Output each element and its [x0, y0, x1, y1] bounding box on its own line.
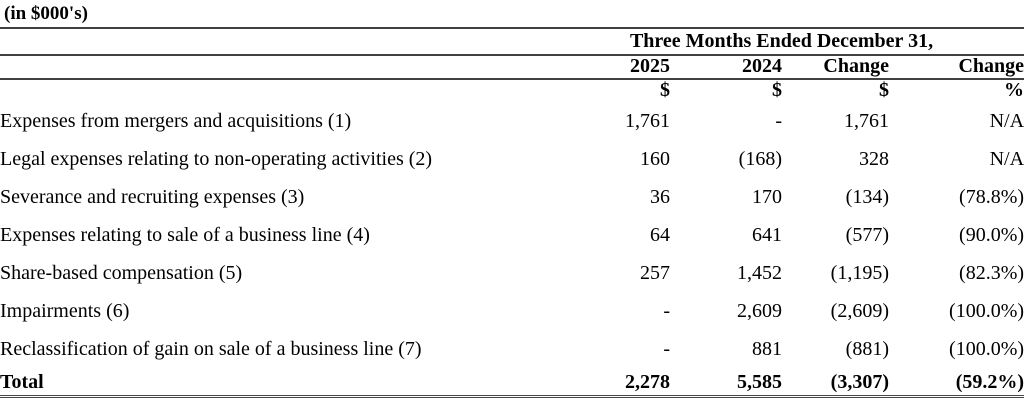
- row-label: Expenses from mergers and acquisitions (…: [0, 110, 352, 132]
- unit-dollar-change: $: [879, 79, 889, 101]
- value-2024: 170: [752, 186, 782, 208]
- value-2025: 1,761: [625, 110, 670, 132]
- span-header-spacer: [0, 29, 575, 56]
- value-2025: 64: [650, 224, 670, 246]
- period-header: Three Months Ended December 31,: [575, 29, 1024, 56]
- column-header-spacer: [0, 55, 575, 80]
- column-header-2025: 2025: [575, 55, 670, 80]
- table-row: Legal expenses relating to non-operating…: [0, 139, 1024, 177]
- value-2025: 36: [650, 186, 670, 208]
- value-change: 1,761: [844, 110, 889, 132]
- column-header-change: Change: [782, 55, 889, 80]
- value-2024: 1,452: [737, 262, 782, 284]
- value-change-pct: (100.0%): [949, 338, 1024, 360]
- table-row: Expenses relating to sale of a business …: [0, 215, 1024, 253]
- value-change: (2,609): [830, 300, 889, 322]
- table-row: Expenses from mergers and acquisitions (…: [0, 101, 1024, 139]
- value-2024: (168): [738, 148, 782, 170]
- unit-dollar-2025: $: [660, 79, 670, 101]
- total-change: (3,307): [782, 367, 889, 398]
- value-change-pct: (90.0%): [959, 224, 1024, 246]
- row-label: Severance and recruiting expenses (3): [0, 186, 305, 208]
- row-label: Legal expenses relating to non-operating…: [0, 148, 433, 170]
- value-change: (577): [845, 224, 889, 246]
- value-change: (881): [845, 338, 889, 360]
- column-header-row: 2025 2024 Change Change: [0, 55, 1024, 80]
- row-label: Share-based compensation (5): [0, 262, 243, 284]
- value-change-pct: (82.3%): [959, 262, 1024, 284]
- unit-percent-change: %: [1004, 79, 1024, 101]
- unit-row: $ $ $ %: [0, 79, 1024, 101]
- expenses-table: Three Months Ended December 31, 2025 202…: [0, 29, 1024, 398]
- value-2024: 641: [752, 224, 782, 246]
- unit-spacer: [0, 79, 575, 101]
- value-change-pct: N/A: [989, 148, 1024, 170]
- row-label: Impairments (6): [0, 300, 130, 322]
- value-2025: 257: [640, 262, 670, 284]
- value-2024: 2,609: [737, 300, 782, 322]
- value-change: (1,195): [830, 262, 889, 284]
- total-2024: 5,585: [670, 367, 782, 398]
- value-change-pct: (78.8%): [959, 186, 1024, 208]
- value-change: 328: [859, 148, 889, 170]
- unit-dollar-2024: $: [772, 79, 782, 101]
- total-row: Total 2,278 5,585 (3,307) (59.2%): [0, 367, 1024, 398]
- span-header-row: Three Months Ended December 31,: [0, 29, 1024, 56]
- table-row: Severance and recruiting expenses (3) 36…: [0, 177, 1024, 215]
- column-header-change-pct: Change: [889, 55, 1024, 80]
- value-2024: -: [775, 110, 782, 132]
- total-2025: 2,278: [575, 367, 670, 398]
- column-header-2024: 2024: [670, 55, 782, 80]
- table-row: Share-based compensation (5) 257 1,452 (…: [0, 253, 1024, 291]
- value-change: (134): [845, 186, 889, 208]
- value-2024: 881: [752, 338, 782, 360]
- row-label: Reclassification of gain on sale of a bu…: [0, 338, 422, 360]
- total-label: Total: [0, 367, 575, 398]
- table-row: Impairments (6) - 2,609 (2,609) (100.0%): [0, 291, 1024, 329]
- table-row: Reclassification of gain on sale of a bu…: [0, 329, 1024, 367]
- value-2025: -: [663, 300, 670, 322]
- value-change-pct: N/A: [989, 110, 1024, 132]
- value-2025: 160: [640, 148, 670, 170]
- units-label: (in $000's): [0, 0, 1024, 29]
- row-label: Expenses relating to sale of a business …: [0, 224, 370, 246]
- value-2025: -: [663, 338, 670, 360]
- total-change-pct: (59.2%): [889, 367, 1024, 398]
- value-change-pct: (100.0%): [949, 300, 1024, 322]
